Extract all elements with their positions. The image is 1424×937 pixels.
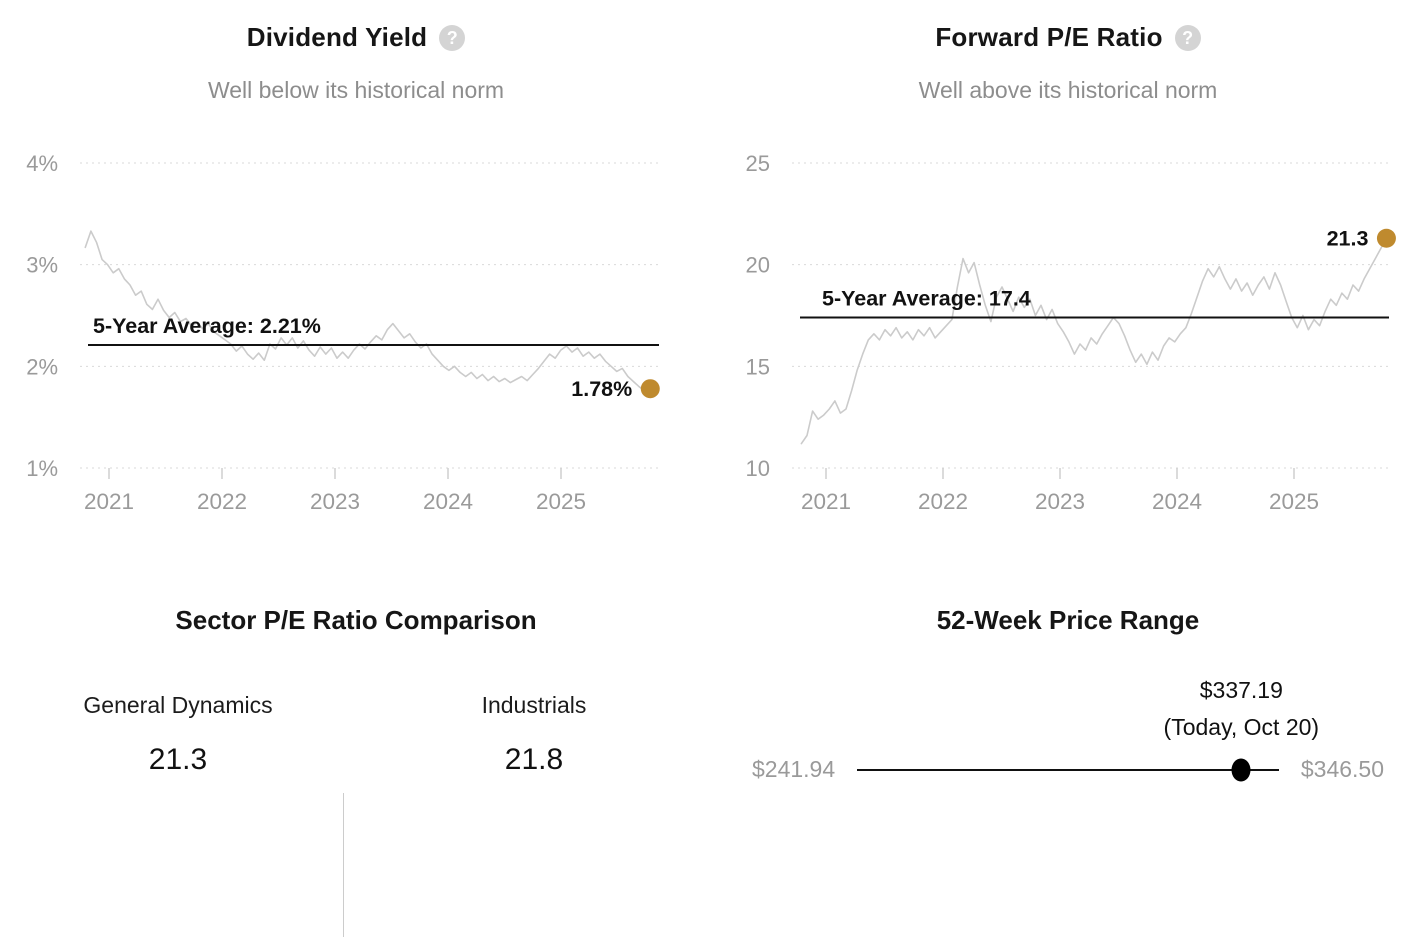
dividend-yield-title: Dividend Yield	[246, 22, 428, 52]
price-range-track: $337.19 (Today, Oct 20)	[857, 677, 1319, 781]
current-value-dot	[1376, 228, 1396, 248]
sector-column-industry: Industrials 21.8	[356, 692, 712, 777]
y-axis-label: 15	[746, 354, 770, 379]
current-value-label: 1.78%	[571, 377, 632, 401]
average-label: 5-Year Average: 2.21%	[93, 314, 321, 338]
price-range-title: 52-Week Price Range	[936, 605, 1200, 635]
sector-column-company: General Dynamics 21.3	[0, 692, 356, 777]
y-axis-label: 1%	[26, 456, 58, 481]
sector-comparison-title: Sector P/E Ratio Comparison	[175, 605, 537, 635]
forward-pe-header: Forward P/E Ratio ?	[712, 22, 1424, 53]
column-divider	[343, 793, 344, 937]
x-axis-label: 2024	[1152, 489, 1202, 514]
price-range-row: $241.94 $337.19 (Today, Oct 20) $346.50	[712, 677, 1424, 783]
dividend-yield-chart[interactable]: 4% 3% 2% 1% 2021 2022 2023 2024 2025 5-Year Avera…	[0, 130, 712, 530]
price-range-high-label: $346.50	[1300, 756, 1384, 782]
x-axis-label: 2022	[918, 489, 968, 514]
current-value-dot	[640, 379, 660, 399]
x-axis-label: 2023	[310, 489, 360, 514]
x-axis-label: 2025	[1269, 489, 1319, 514]
industry-pe-value: 21.8	[504, 743, 564, 776]
current-price-callout: $337.19 (Today, Oct 20)	[1164, 672, 1320, 747]
company-name-label: General Dynamics	[83, 692, 273, 718]
dividend-yield-panel: Dividend Yield ? Well below its historic…	[0, 0, 712, 560]
sector-pe-comparison-panel: Sector P/E Ratio Comparison General Dyna…	[0, 575, 712, 937]
help-icon[interactable]: ?	[439, 24, 466, 51]
x-axis-label: 2024	[423, 489, 473, 514]
sector-comparison-row: General Dynamics 21.3 Industrials 21.8	[0, 692, 712, 937]
x-axis-label: 2021	[801, 489, 851, 514]
current-value-label: 21.3	[1327, 227, 1369, 251]
y-axis-label: 4%	[26, 151, 58, 176]
dividend-yield-subtitle: Well below its historical norm	[207, 77, 505, 103]
forward-pe-title: Forward P/E Ratio	[935, 22, 1163, 52]
industry-name-label: Industrials	[481, 692, 587, 718]
x-axis-label: 2022	[197, 489, 247, 514]
x-axis-label: 2025	[536, 489, 586, 514]
x-axis-label: 2021	[84, 489, 134, 514]
y-axis-label: 10	[746, 456, 770, 481]
forward-pe-chart[interactable]: 25 20 15 10 2021 2022 2023 2024 2025 5-Year Avera…	[712, 130, 1424, 530]
current-price-date: (Today, Oct 20)	[1163, 714, 1320, 741]
average-label: 5-Year Average: 17.4	[822, 287, 1031, 311]
current-price-marker	[1231, 758, 1251, 781]
price-range-low-label: $241.94	[752, 756, 836, 782]
price-range-panel: 52-Week Price Range $241.94 $337.19 (Tod…	[712, 575, 1424, 834]
y-axis-label: 20	[746, 253, 770, 278]
help-icon[interactable]: ?	[1174, 24, 1201, 51]
series-line	[800, 237, 1388, 445]
dividend-yield-header: Dividend Yield ?	[0, 22, 712, 53]
y-axis-label: 25	[746, 151, 770, 176]
y-axis-label: 2%	[26, 354, 58, 379]
x-axis-label: 2023	[1035, 489, 1085, 514]
current-price-value: $337.19	[1199, 677, 1283, 703]
company-pe-value: 21.3	[148, 743, 208, 776]
forward-pe-panel: Forward P/E Ratio ? Well above its histo…	[712, 0, 1424, 560]
y-axis-label: 3%	[26, 253, 58, 278]
forward-pe-subtitle: Well above its historical norm	[918, 77, 1218, 103]
